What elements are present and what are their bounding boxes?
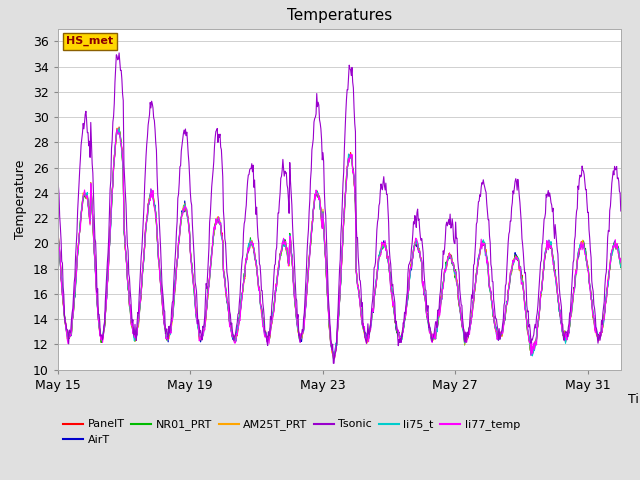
- AM25T_PRT: [54, 224, 61, 229]
- li77_temp: [331, 355, 339, 361]
- Title: Temperatures: Temperatures: [287, 9, 392, 24]
- NR01_PRT: [168, 318, 176, 324]
- Line: NR01_PRT: NR01_PRT: [58, 129, 621, 359]
- Legend: PanelT, AirT, NR01_PRT, AM25T_PRT, Tsonic, li75_t, li77_temp: PanelT, AirT, NR01_PRT, AM25T_PRT, Tsoni…: [63, 420, 520, 445]
- Line: li75_t: li75_t: [58, 128, 621, 357]
- NR01_PRT: [394, 332, 402, 337]
- AM25T_PRT: [347, 151, 355, 157]
- NR01_PRT: [347, 153, 355, 159]
- AM25T_PRT: [118, 158, 126, 164]
- NR01_PRT: [131, 334, 138, 340]
- li75_t: [115, 125, 123, 131]
- li77_temp: [131, 333, 138, 338]
- li75_t: [54, 221, 61, 227]
- AirT: [131, 335, 138, 341]
- PanelT: [330, 354, 338, 360]
- AM25T_PRT: [131, 331, 138, 337]
- AM25T_PRT: [617, 264, 625, 269]
- li77_temp: [54, 220, 61, 226]
- NR01_PRT: [330, 356, 337, 361]
- AirT: [330, 355, 338, 361]
- Line: Tsonic: Tsonic: [58, 53, 621, 363]
- AirT: [617, 264, 625, 269]
- NR01_PRT: [486, 283, 493, 289]
- AM25T_PRT: [113, 125, 121, 131]
- AM25T_PRT: [486, 283, 493, 289]
- PanelT: [118, 159, 126, 165]
- li77_temp: [118, 153, 126, 159]
- li77_temp: [168, 318, 176, 324]
- li75_t: [394, 330, 402, 336]
- Y-axis label: Temperature: Temperature: [14, 159, 27, 239]
- AirT: [118, 156, 126, 162]
- Tsonic: [168, 300, 176, 305]
- AM25T_PRT: [168, 317, 176, 323]
- Tsonic: [486, 233, 493, 239]
- li75_t: [168, 318, 176, 324]
- AirT: [54, 223, 61, 228]
- PanelT: [54, 225, 61, 230]
- PanelT: [115, 124, 123, 130]
- li77_temp: [347, 151, 355, 157]
- PanelT: [394, 331, 402, 337]
- li77_temp: [617, 259, 625, 265]
- li77_temp: [486, 284, 493, 289]
- AM25T_PRT: [394, 331, 402, 336]
- Line: PanelT: PanelT: [58, 127, 621, 357]
- li75_t: [330, 354, 338, 360]
- Tsonic: [394, 343, 402, 348]
- Text: HS_met: HS_met: [66, 36, 113, 47]
- li77_temp: [113, 126, 121, 132]
- AirT: [168, 315, 176, 321]
- li75_t: [118, 158, 126, 164]
- Tsonic: [115, 50, 123, 56]
- li75_t: [131, 338, 138, 344]
- li75_t: [486, 283, 493, 289]
- PanelT: [168, 316, 176, 322]
- AM25T_PRT: [330, 355, 338, 361]
- NR01_PRT: [54, 225, 61, 230]
- Tsonic: [347, 67, 355, 73]
- Tsonic: [118, 91, 126, 96]
- Tsonic: [617, 208, 625, 214]
- NR01_PRT: [114, 126, 122, 132]
- Line: AM25T_PRT: AM25T_PRT: [58, 128, 621, 358]
- Tsonic: [330, 360, 337, 366]
- X-axis label: Time: Time: [628, 394, 640, 407]
- PanelT: [617, 262, 625, 268]
- Line: li77_temp: li77_temp: [58, 129, 621, 358]
- Tsonic: [54, 180, 61, 186]
- PanelT: [131, 334, 138, 339]
- PanelT: [486, 286, 493, 291]
- AirT: [114, 126, 122, 132]
- li75_t: [617, 264, 625, 270]
- AirT: [347, 155, 355, 160]
- PanelT: [347, 150, 355, 156]
- li75_t: [347, 155, 355, 161]
- AirT: [486, 286, 493, 291]
- AirT: [394, 332, 402, 337]
- NR01_PRT: [118, 159, 126, 165]
- li77_temp: [394, 327, 402, 333]
- Tsonic: [131, 332, 138, 337]
- Line: AirT: AirT: [58, 129, 621, 358]
- NR01_PRT: [617, 265, 625, 271]
